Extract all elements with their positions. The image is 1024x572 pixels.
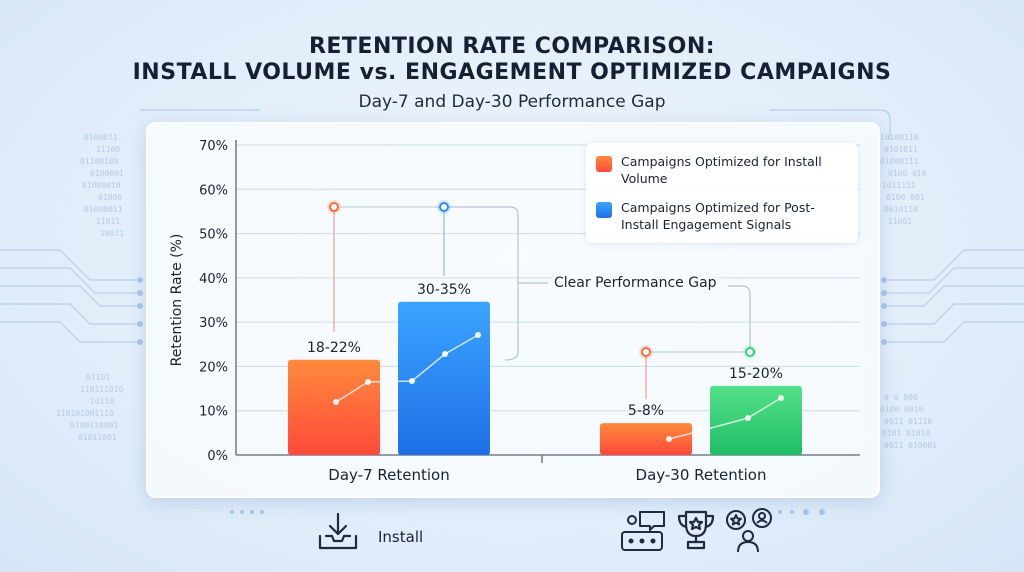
connector-node	[329, 202, 339, 212]
chart-title-line-1: RETENTION RATE COMPARISON:	[308, 34, 716, 59]
chart-legend: Campaigns Optimized for Install Volume C…	[586, 143, 858, 243]
svg-text:0 0 000: 0 0 000	[884, 393, 918, 402]
svg-text:01000011: 01000011	[84, 205, 123, 214]
svg-text:0100011: 0100011	[84, 133, 118, 142]
install-label: Install	[378, 528, 424, 546]
legend-swatch-orange	[596, 156, 612, 172]
y-tick-label: 50%	[199, 228, 228, 243]
trend-point	[778, 395, 784, 401]
svg-text:10011: 10011	[100, 229, 124, 238]
connector-node	[745, 347, 755, 357]
svg-text:11001: 11001	[888, 217, 912, 226]
svg-text:0101011: 0101011	[884, 145, 918, 154]
bar-data-label: 15-20%	[729, 366, 783, 382]
svg-text:0011 01110: 0011 01110	[884, 417, 932, 426]
x-category-label: Day-30 Retention	[636, 466, 767, 484]
trophy-icon	[677, 510, 715, 550]
trend-point	[475, 332, 481, 338]
legend-item-install-volume: Campaigns Optimized for Install Volume	[596, 153, 851, 187]
bar-data-label: 5-8%	[628, 403, 664, 419]
svg-text:110101001110: 110101001110	[56, 409, 114, 418]
trend-point	[745, 415, 751, 421]
svg-text:0011 010001: 0011 010001	[884, 441, 937, 450]
y-axis-label: Retention Rate (%)	[169, 234, 185, 367]
svg-text:0010110: 0010110	[884, 205, 918, 214]
x-category-label: Day-7 Retention	[328, 466, 449, 484]
chart-title-line-2: INSTALL VOLUME vs. ENGAGEMENT OPTIMIZED …	[132, 60, 892, 85]
svg-text:0100110001: 0100110001	[70, 421, 118, 430]
svg-text:0100 010: 0100 010	[888, 169, 927, 178]
bar	[398, 301, 490, 455]
bar	[710, 385, 802, 455]
svg-text:01011001: 01011001	[78, 433, 117, 442]
y-tick-label: 30%	[199, 316, 228, 331]
legend-label: Campaigns Optimized for Install Volume	[621, 154, 822, 186]
trend-point	[333, 399, 339, 405]
bar-data-label: 30-35%	[417, 282, 471, 298]
trend-line	[668, 397, 782, 440]
y-tick-label: 40%	[199, 272, 228, 287]
rating-chat-icon	[621, 511, 665, 551]
trend-point	[697, 428, 703, 434]
svg-text:11011: 11011	[96, 217, 120, 226]
y-tick-label: 10%	[199, 405, 228, 420]
trend-point	[409, 378, 415, 384]
trend-point	[666, 436, 672, 442]
bar	[600, 423, 692, 455]
legend-item-engagement: Campaigns Optimized for Post-Install Eng…	[596, 199, 851, 233]
y-tick-label: 0%	[207, 449, 228, 464]
svg-text:01000: 01000	[98, 193, 122, 202]
legend-label: Campaigns Optimized for Post-Install Eng…	[621, 200, 815, 232]
svg-text:0100001: 0100001	[90, 169, 124, 178]
trend-point	[365, 379, 371, 385]
svg-text:01101: 01101	[86, 373, 110, 382]
download-tray-icon	[318, 512, 358, 550]
svg-text:11100: 11100	[96, 145, 120, 154]
bar	[288, 359, 380, 455]
svg-text:01000010: 01000010	[82, 181, 121, 190]
svg-text:0100 0010: 0100 0010	[880, 405, 924, 414]
chart-subtitle: Day-7 and Day-30 Performance Gap	[358, 92, 666, 112]
svg-text:10110: 10110	[90, 397, 114, 406]
legend-swatch-blue	[596, 202, 612, 218]
y-tick-label: 60%	[199, 183, 228, 198]
gap-bracket	[444, 206, 548, 361]
svg-text:10100110: 10100110	[880, 133, 919, 142]
trend-point	[442, 351, 448, 357]
connector-node	[641, 347, 651, 357]
svg-text:0100 001: 0100 001	[886, 193, 925, 202]
svg-text:01100100: 01100100	[80, 157, 119, 166]
svg-text:0101 01010: 0101 01010	[882, 429, 930, 438]
svg-text:1011111: 1011111	[882, 181, 916, 190]
y-tick-label: 20%	[199, 360, 228, 375]
gap-bracket	[728, 285, 751, 352]
performance-gap-annotation: Clear Performance Gap	[552, 275, 719, 291]
connector-node	[439, 202, 449, 212]
y-tick-label: 70%	[199, 139, 228, 154]
bar-data-label: 18-22%	[307, 340, 361, 356]
svg-text:110111010: 110111010	[80, 385, 124, 394]
user-star-icon	[726, 508, 772, 553]
svg-text:01000111: 01000111	[880, 157, 919, 166]
